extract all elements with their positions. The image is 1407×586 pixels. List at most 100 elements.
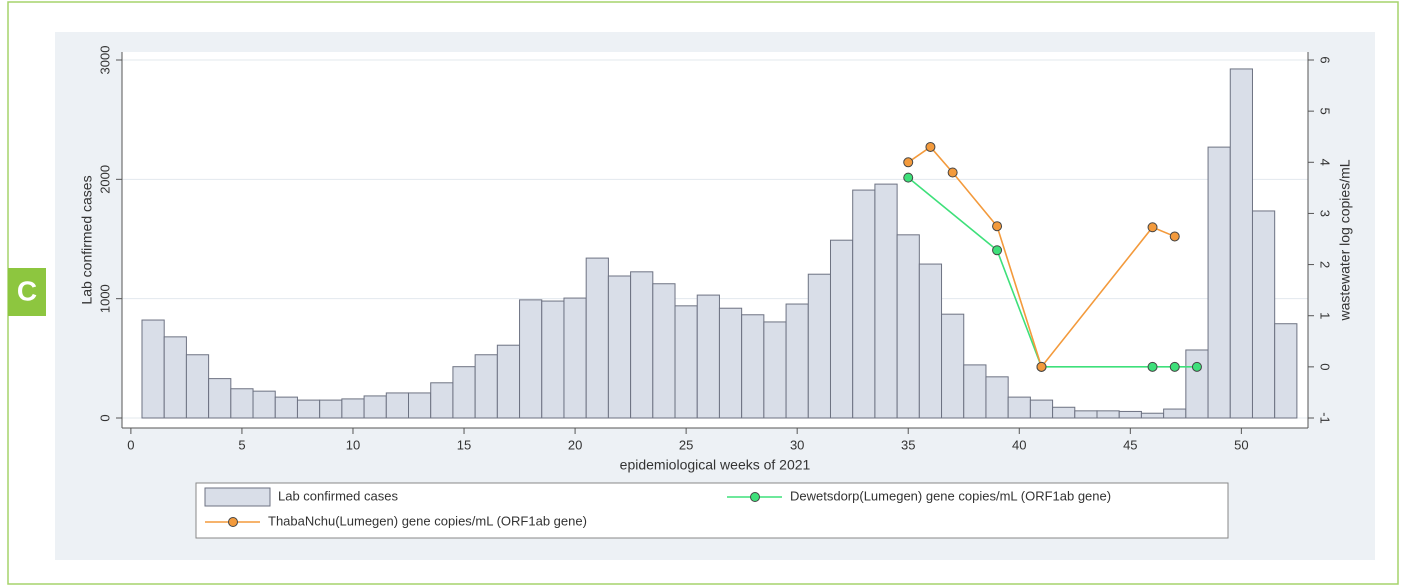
bar	[385, 392, 410, 419]
bar	[163, 336, 187, 419]
bar	[274, 396, 298, 419]
panel-badge	[8, 268, 46, 316]
bar	[141, 319, 165, 419]
bar	[296, 399, 321, 419]
bar	[807, 273, 831, 419]
bar	[963, 364, 987, 419]
bar	[652, 283, 676, 419]
x-tick-label: 40	[1012, 437, 1026, 452]
bar	[1052, 406, 1076, 419]
x-tick-label: 45	[1123, 437, 1137, 452]
bar	[852, 189, 876, 419]
y2-tick-label: 4	[1318, 159, 1333, 166]
x-tick-label: 50	[1234, 437, 1248, 452]
y2-tick-label: -1	[1318, 412, 1333, 424]
legend-label: ThabaNchu(Lumegen) gene copies/mL (ORF1a…	[268, 513, 587, 528]
bar	[696, 294, 720, 419]
bar	[718, 307, 743, 419]
y2-tick-label: 2	[1318, 261, 1333, 268]
x-tick-label: 20	[568, 437, 582, 452]
marker	[925, 141, 936, 152]
bar	[541, 300, 565, 419]
marker	[947, 167, 958, 178]
x-tick-label: 25	[679, 437, 693, 452]
y2-tick-label: 5	[1318, 108, 1333, 115]
marker	[903, 157, 914, 168]
x-tick-label: 30	[790, 437, 804, 452]
bar	[341, 398, 365, 419]
y-tick-label: 2000	[97, 165, 112, 194]
marker	[1147, 222, 1158, 233]
marker	[903, 172, 914, 183]
bar	[1096, 410, 1120, 419]
bar	[829, 239, 854, 419]
marker	[1169, 361, 1180, 372]
bar	[1163, 408, 1187, 419]
legend-swatch	[204, 487, 271, 507]
bar	[1274, 323, 1298, 419]
legend-label: Dewetsdorp(Lumegen) gene copies/mL (ORF1…	[790, 488, 1111, 503]
y2-axis-title: wastewater log copies/mL	[1337, 159, 1353, 321]
x-axis-title: epidemiological weeks of 2021	[620, 457, 811, 473]
marker	[1036, 361, 1047, 372]
bar	[408, 392, 432, 419]
bar	[630, 271, 654, 419]
marker	[1147, 361, 1158, 372]
legend-label: Lab confirmed cases	[278, 488, 398, 503]
y2-tick-label: 0	[1318, 363, 1333, 370]
legend	[195, 482, 1229, 539]
marker	[1169, 231, 1180, 242]
y-tick-label: 1000	[97, 284, 112, 313]
bar	[1229, 68, 1253, 419]
y2-tick-label: 6	[1318, 56, 1333, 63]
y2-tick-label: 1	[1318, 312, 1333, 319]
bar	[252, 390, 276, 419]
bar	[896, 234, 920, 419]
bar	[319, 399, 343, 419]
marker	[1191, 361, 1202, 372]
legend-marker	[750, 492, 760, 502]
bar	[918, 263, 943, 419]
bar	[763, 321, 787, 419]
x-tick-label: 10	[346, 437, 360, 452]
x-tick-label: 15	[457, 437, 471, 452]
bar	[230, 388, 254, 419]
x-tick-label: 0	[127, 437, 134, 452]
bar	[185, 354, 210, 419]
x-tick-label: 5	[238, 437, 245, 452]
bar	[452, 366, 476, 419]
bar	[1074, 410, 1098, 419]
bar	[519, 299, 543, 419]
bar	[674, 305, 698, 419]
bar	[474, 354, 498, 419]
bar	[985, 376, 1009, 419]
bar	[1207, 146, 1231, 419]
y-tick-label: 0	[97, 414, 112, 421]
bar	[941, 313, 965, 419]
bar	[496, 344, 521, 419]
y-axis-title: Lab confirmed cases	[79, 175, 95, 304]
bar	[563, 297, 587, 419]
bar	[1140, 412, 1165, 419]
y-tick-label: 3000	[97, 46, 112, 75]
bar	[1251, 210, 1276, 419]
bar	[208, 378, 232, 419]
legend-marker	[228, 517, 238, 527]
bar	[1029, 399, 1054, 419]
bar	[585, 257, 609, 419]
y2-tick-label: 3	[1318, 210, 1333, 217]
bar	[1118, 410, 1142, 419]
bar	[430, 382, 454, 419]
marker	[992, 221, 1003, 232]
bar	[1007, 396, 1031, 419]
bar	[1185, 349, 1209, 419]
panel-label: C	[17, 275, 37, 306]
x-tick-label: 35	[901, 437, 915, 452]
bar	[741, 314, 765, 419]
bar	[363, 395, 387, 419]
marker	[992, 245, 1003, 256]
bar	[874, 183, 898, 419]
bar	[607, 275, 632, 419]
